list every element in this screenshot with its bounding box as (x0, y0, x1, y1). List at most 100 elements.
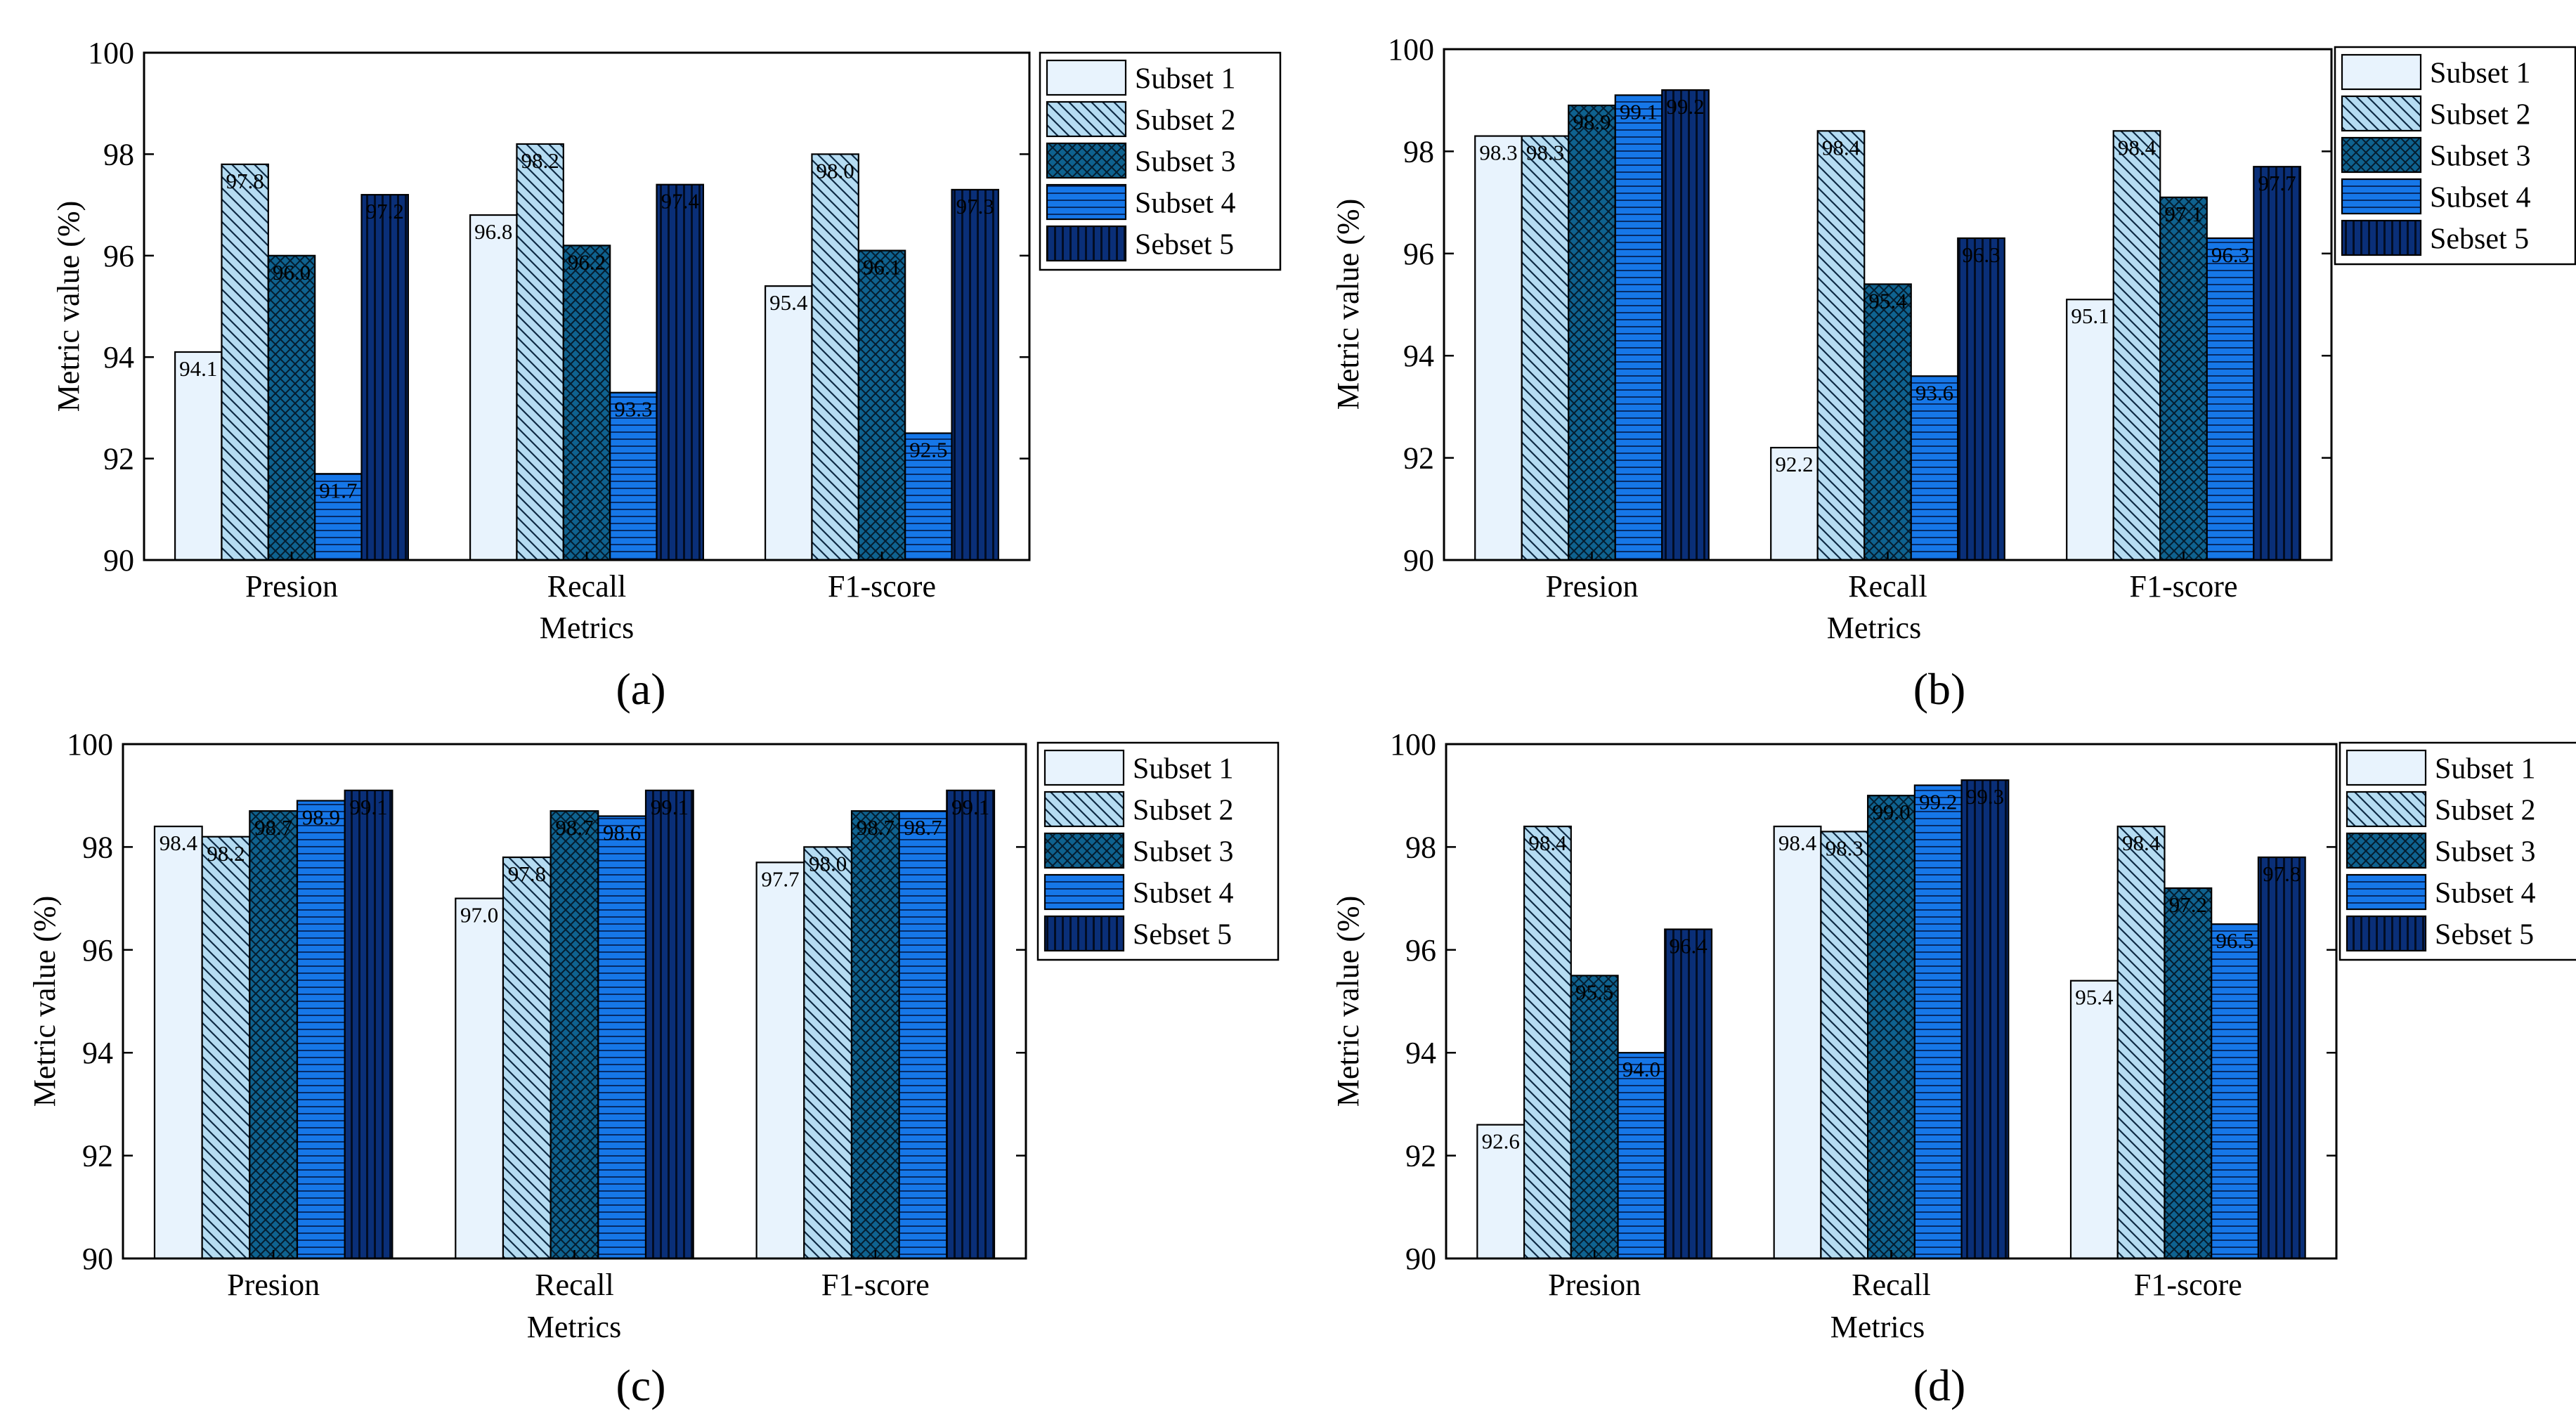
data-label: 98.6 (603, 820, 641, 845)
data-label: 98.4 (1822, 135, 1861, 160)
plot-area: 98.392.295.198.3 98.4 98.498.995.497.199.1… (1388, 32, 2333, 604)
legend-swatch (1043, 915, 1125, 952)
legend-label: Sebset 5 (2435, 919, 2534, 951)
bar (516, 143, 564, 561)
bar (455, 897, 505, 1260)
bar (755, 861, 805, 1260)
panel-label: (b) (1913, 664, 1966, 714)
data-label: 97.0 (460, 903, 498, 928)
data-label: 98.3 (1826, 835, 1863, 860)
legend-label: Sebset 5 (2430, 223, 2529, 256)
bar (562, 245, 611, 561)
bar (2164, 887, 2213, 1260)
bar (644, 789, 694, 1260)
bar (267, 254, 316, 561)
bar (1957, 237, 2005, 561)
data-label: 98.2 (521, 148, 559, 173)
series-4: 99.1 93.6 96.3 (1614, 94, 2255, 561)
legend-label: Subset 1 (2435, 753, 2536, 786)
legend-swatch (1043, 749, 1125, 786)
bar (1661, 89, 1710, 561)
bar (1474, 135, 1523, 561)
x-tick-label: F1-score (2130, 569, 2238, 604)
data-label: 98.3 (1526, 141, 1564, 165)
bar (1913, 784, 1963, 1260)
bar (2211, 923, 2260, 1260)
bar (1568, 104, 1616, 561)
bar (850, 810, 900, 1260)
legend: Subset 1 Subset 2 Subset 3 Subset 4 Sebset 5 (2338, 741, 2576, 961)
x-axis-title: Metrics (527, 1310, 621, 1344)
data-label: 92.5 (909, 438, 947, 462)
legend-label: Subset 4 (2430, 182, 2531, 214)
y-tick-label: 96 (82, 933, 113, 968)
legend-item: Subset 1 (1043, 749, 1234, 786)
data-label: 98.3 (1479, 141, 1517, 165)
data-label: 91.7 (319, 478, 357, 502)
data-label: 98.7 (555, 815, 593, 840)
legend-label: Subset 1 (1135, 63, 1236, 96)
y-axis-title: Metric value (%) (1331, 896, 1365, 1107)
y-axis-title: Metric value (%) (51, 201, 86, 412)
data-label: 98.4 (2118, 135, 2157, 160)
data-label: 98.4 (1528, 831, 1567, 855)
legend-item: Subset 2 (1046, 100, 1236, 138)
data-label: 95.4 (769, 290, 808, 315)
legend-item: Subset 4 (1043, 873, 1234, 911)
data-label: 97.1 (2164, 202, 2202, 226)
legend-swatch (1043, 873, 1125, 911)
x-axis-title: Metrics (1830, 1310, 1925, 1344)
panel-label: (d) (1913, 1360, 1966, 1410)
bar (1664, 928, 1713, 1260)
legend: Subset 1 Subset 2 Subset 3 Subset 4 Sebset 5 (1039, 51, 1282, 271)
data-label: 99.3 (1966, 784, 2004, 809)
panel-c: 98.497.097.798.297.8 98.098.7 98.7 98.798.9… (27, 727, 1280, 1410)
legend: Subset 1 Subset 2 Subset 3 Subset 4 Sebset 5 (2334, 46, 2576, 266)
bar (549, 810, 599, 1260)
legend-item: Subset 2 (2341, 95, 2531, 132)
legend-swatch (2341, 95, 2422, 132)
panel-b: 98.392.295.198.3 98.4 98.498.995.497.199.1… (1331, 32, 2576, 714)
y-tick-label: 98 (1403, 134, 1434, 169)
data-label: 99.2 (1919, 790, 1957, 814)
series-3: 96.0 96.2 96.1 (267, 245, 906, 561)
y-tick-label: 90 (103, 543, 134, 578)
data-label: 93.3 (614, 397, 652, 422)
data-label: 97.7 (2258, 171, 2296, 195)
data-label: 97.8 (226, 169, 264, 193)
y-tick-label: 92 (1405, 1139, 1436, 1173)
data-label: 96.0 (273, 260, 311, 285)
legend-swatch (1046, 59, 1127, 96)
y-axis-title: Metric value (%) (27, 896, 62, 1107)
data-label: 94.0 (1622, 1057, 1660, 1081)
bar (502, 856, 552, 1260)
x-tick-label: F1-score (2134, 1268, 2242, 1302)
data-label: 95.4 (2075, 985, 2114, 1010)
legend-item: Subset 1 (2341, 53, 2531, 91)
bar (898, 810, 948, 1260)
series-2: 98.2 97.8 98.0 (201, 835, 853, 1260)
bar (1614, 94, 1663, 561)
data-label: 99.1 (651, 795, 689, 819)
legend-item: Sebset 5 (1043, 915, 1232, 952)
bar (296, 800, 346, 1260)
legend-item: Subset 4 (2341, 178, 2531, 215)
bar (1476, 1124, 1526, 1260)
legend-item: Sebset 5 (2346, 915, 2534, 952)
legend-item: Subset 1 (2346, 749, 2536, 786)
legend-item: Subset 2 (2346, 790, 2536, 828)
bar (2206, 237, 2255, 561)
legend-label: Subset 4 (2435, 878, 2536, 910)
x-tick-label: Recall (1852, 1268, 1930, 1302)
y-tick-label: 90 (1403, 543, 1434, 578)
legend-swatch (2341, 53, 2422, 91)
bar (1863, 283, 1912, 561)
data-label: 97.8 (2263, 861, 2301, 886)
legend-swatch (1046, 100, 1127, 138)
bar (764, 285, 813, 561)
bar (811, 153, 859, 561)
x-tick-label: Presion (227, 1268, 320, 1302)
x-tick-label: F1-score (821, 1268, 930, 1302)
x-tick-label: Recall (535, 1268, 613, 1302)
y-tick-label: 98 (1405, 830, 1436, 864)
